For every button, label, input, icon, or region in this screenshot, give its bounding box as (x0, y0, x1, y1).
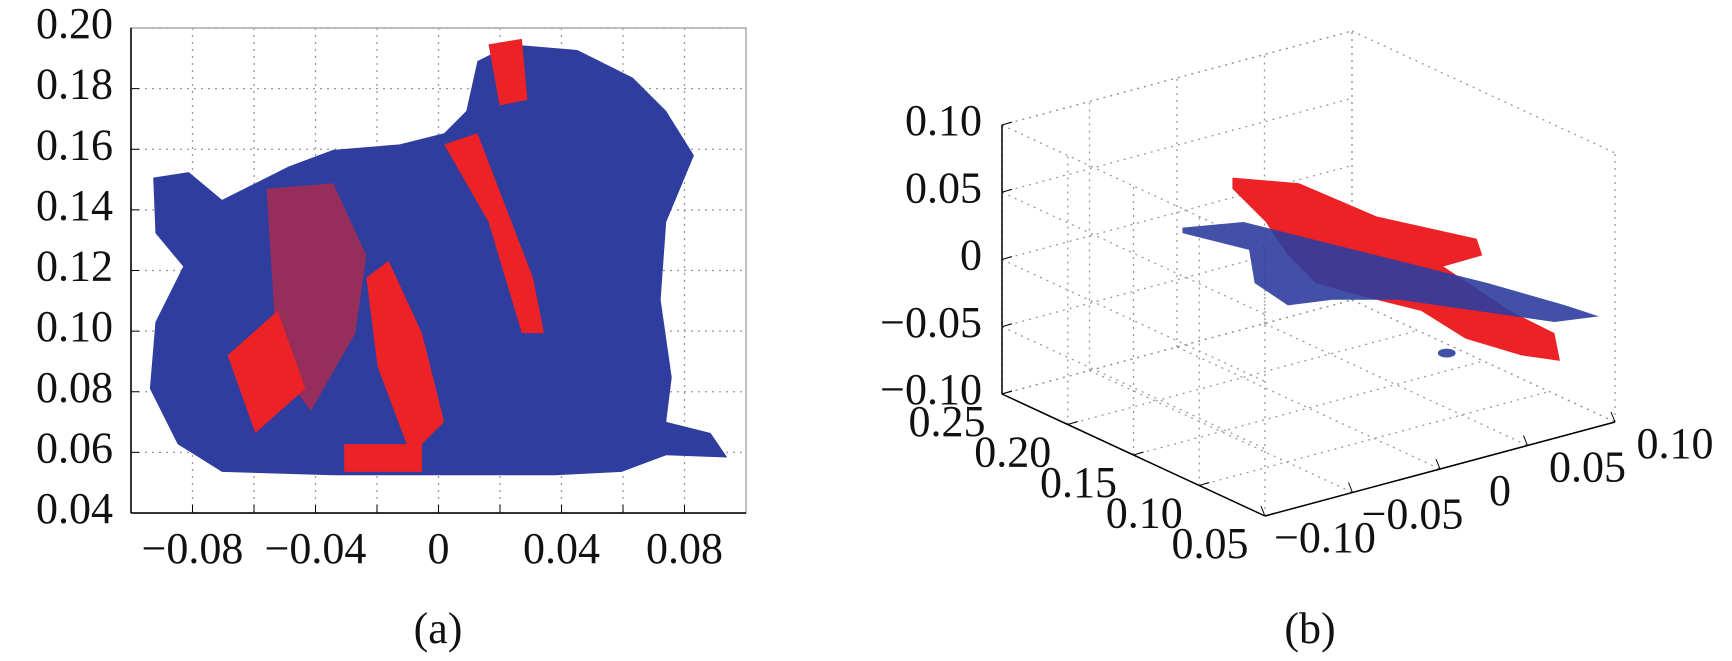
x-tick (1260, 505, 1266, 517)
grid-line (1001, 30, 1353, 126)
grid-line (1001, 191, 1266, 315)
y-axis (1001, 393, 1266, 517)
cloud-layer (149, 38, 1599, 476)
point-cloud-blue (1182, 222, 1599, 358)
y-tick-label: 0.10 (1106, 489, 1183, 538)
point-cloud-red (227, 38, 545, 472)
y-tick-label: 0.25 (909, 397, 986, 446)
y-tick-label: 0.15 (1040, 458, 1117, 507)
x-tick-label: 0.05 (1549, 443, 1626, 492)
x-tick-label: −0.10 (1274, 513, 1376, 562)
y-tick (1133, 451, 1144, 456)
grid-line (1199, 390, 1550, 487)
x-tick-label: 0.10 (1637, 419, 1714, 468)
z-tick-label: −0.10 (880, 365, 982, 414)
grid-line (1176, 346, 1441, 470)
y-tick-label: 0.04 (36, 484, 113, 533)
x-tick-label: 0 (1489, 466, 1511, 515)
caption: (b) (1284, 604, 1335, 653)
y-tick-label: 0.10 (36, 302, 113, 351)
y-tick-label: 0.05 (1172, 519, 1249, 568)
grid-line (1133, 360, 1484, 456)
y-tick (1199, 482, 1210, 486)
x-tick-label: −0.08 (142, 524, 244, 573)
x-tick-label: 0.08 (646, 524, 723, 573)
y-tick-label: 0.14 (36, 181, 113, 230)
z-tick-label: 0.05 (905, 163, 982, 212)
y-tick-label: 0.18 (36, 60, 113, 109)
y-tick-label: 0.16 (36, 120, 113, 169)
caption: (a) (414, 604, 463, 653)
y-tick-label: 0.20 (974, 428, 1051, 477)
box-edge (1351, 30, 1616, 154)
x-tick (1348, 482, 1353, 493)
grid-line (1001, 97, 1353, 193)
z-tick (1001, 121, 1013, 126)
y-tick (1067, 421, 1078, 425)
grid-line (1067, 329, 1418, 426)
y-tick-label: 0.20 (36, 0, 113, 48)
x-tick-label: 0.04 (523, 524, 600, 573)
z-tick (1001, 390, 1013, 395)
grid-line (1001, 164, 1353, 261)
z-tick-label: 0.10 (905, 96, 982, 145)
x-tick-label: −0.05 (1362, 490, 1464, 539)
y-tick-label: 0.08 (36, 363, 113, 412)
x-tick-label: −0.04 (265, 524, 367, 573)
x-tick-label: 0 (428, 524, 450, 573)
x-tick (1610, 411, 1616, 423)
x-axis (1264, 421, 1616, 517)
x-tick (1435, 458, 1441, 470)
y-tick-label: 0.06 (36, 423, 113, 472)
z-tick-label: 0 (960, 231, 982, 280)
z-tick (1001, 256, 1013, 260)
y-tick-label: 0.12 (36, 242, 113, 291)
z-tick-label: −0.05 (880, 298, 982, 347)
grid-line (1001, 299, 1353, 395)
grid-line (1089, 369, 1353, 494)
x-tick (1523, 435, 1528, 446)
z-tick (1001, 323, 1013, 328)
z-tick (1001, 188, 1013, 193)
